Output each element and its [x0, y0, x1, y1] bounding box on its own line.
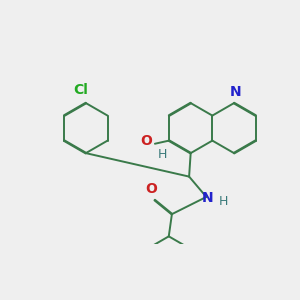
Text: N: N — [230, 85, 242, 99]
Text: H: H — [219, 195, 228, 208]
Text: Cl: Cl — [74, 83, 88, 98]
Text: O: O — [140, 134, 152, 148]
Text: O: O — [146, 182, 158, 196]
Text: H: H — [158, 148, 167, 161]
Text: N: N — [202, 191, 214, 206]
